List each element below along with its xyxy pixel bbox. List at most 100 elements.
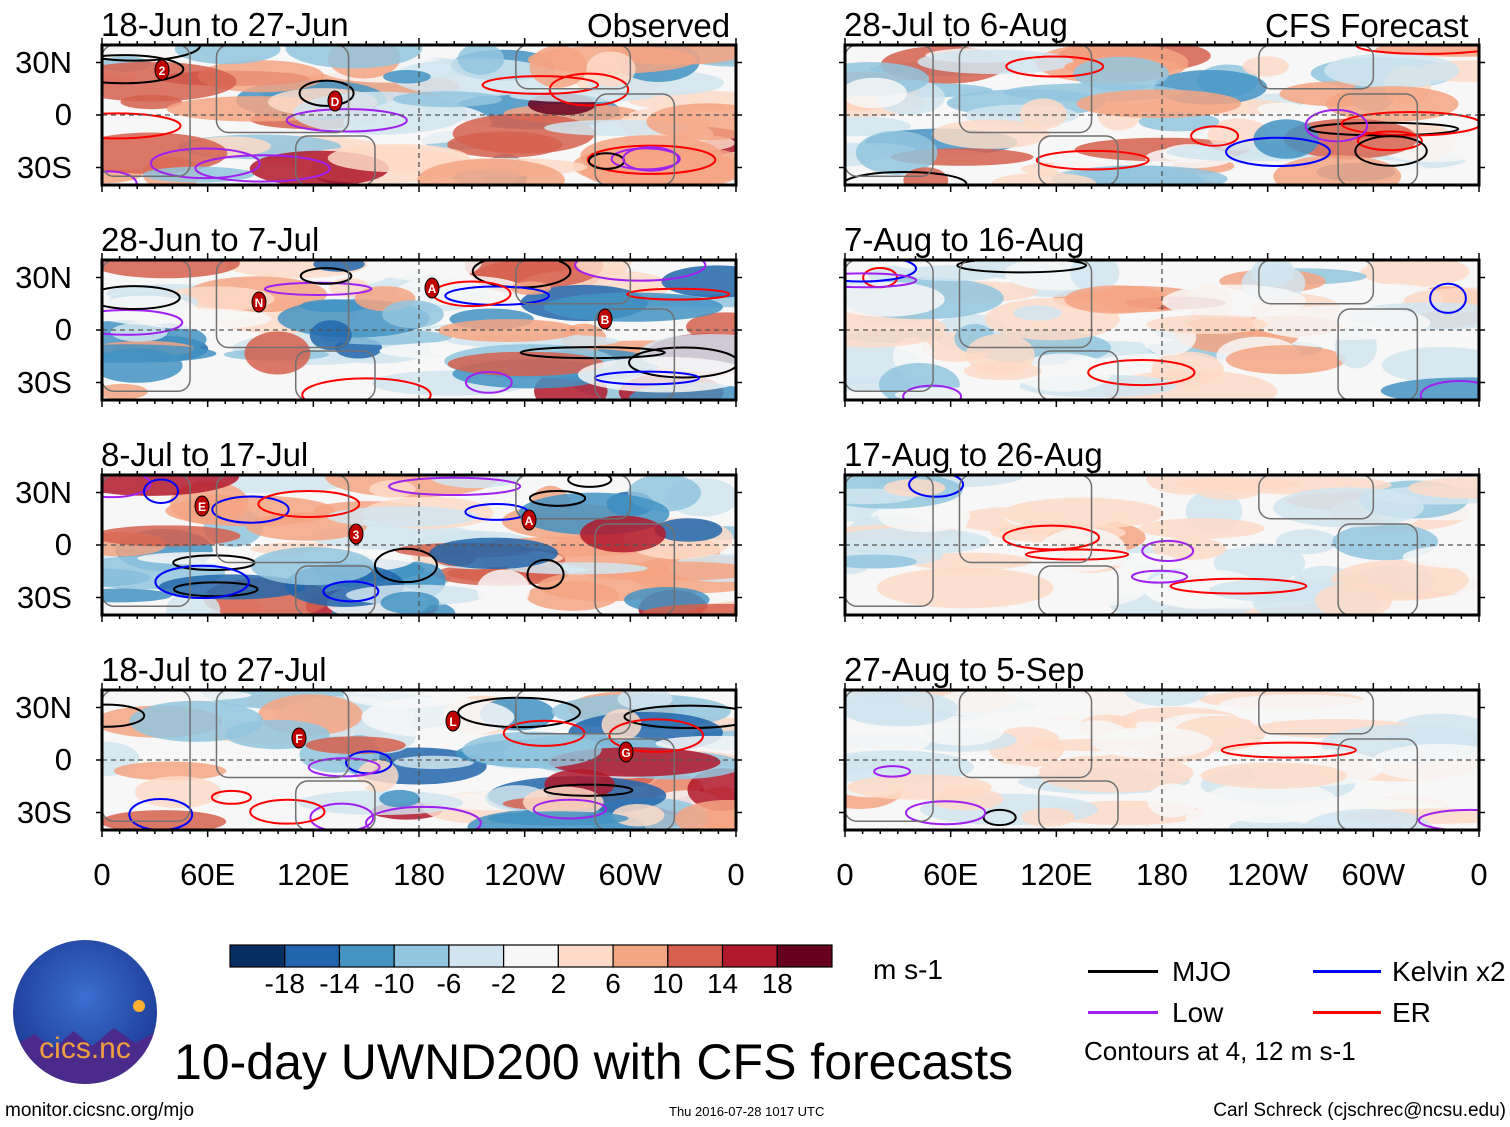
filtered-wind-contour [322, 580, 380, 603]
map-panel: L G F [96, 683, 742, 837]
coastline [594, 93, 676, 185]
tropical-cyclone-label: 2 [159, 64, 166, 78]
coastline [845, 690, 934, 822]
coastline [1337, 738, 1419, 830]
wind-anomaly-shading [1370, 743, 1479, 782]
longitude-label: 60E [180, 857, 236, 892]
tropical-cyclone-marker [251, 291, 267, 313]
wind-anomaly-shading [382, 300, 444, 329]
wind-anomaly-shading [1162, 284, 1306, 319]
panel-title: 7-Aug to 16-Aug [844, 221, 1085, 258]
wind-anomaly-shading [1225, 345, 1346, 375]
filtered-wind-contour [1169, 577, 1308, 595]
filtered-wind-contour [1005, 55, 1105, 78]
filtered-wind-contour [908, 475, 965, 498]
wind-anomaly-shading [102, 475, 240, 496]
wind-anomaly-shading [1201, 780, 1338, 824]
coastline [1258, 475, 1375, 520]
coastline [958, 260, 1093, 349]
latitude-label: 30S [16, 149, 72, 185]
filtered-wind-contour [1024, 548, 1130, 561]
wind-anomaly-shading [379, 789, 421, 808]
colorbar-tick-label: 6 [605, 968, 621, 999]
longitude-label: 0 [836, 857, 854, 892]
filtered-wind-contour [610, 147, 681, 171]
wind-anomaly-shading [883, 479, 946, 497]
wind-anomaly-shading [1013, 305, 1062, 321]
wind-anomaly-shading [1324, 53, 1460, 88]
filtered-wind-contour [307, 757, 381, 778]
longitude-label: 0 [93, 857, 111, 892]
filtered-wind-contour [628, 346, 736, 379]
wind-anomaly-shading [158, 574, 306, 600]
wind-anomaly-shading [1275, 529, 1338, 555]
longitude-label: 120W [484, 857, 566, 892]
wind-anomaly-shading [221, 778, 369, 793]
latitude-label: 30N [15, 259, 72, 295]
wind-anomaly-shading [447, 131, 563, 158]
map-panel [839, 468, 1485, 622]
filtered-wind-contour [845, 272, 918, 289]
coastline [515, 690, 632, 735]
wind-anomaly-shading [1053, 475, 1120, 488]
filtered-wind-contour [257, 490, 361, 518]
filtered-wind-contour [149, 147, 261, 180]
filtered-wind-contour [1130, 569, 1189, 584]
wind-anomaly-shading [1253, 119, 1320, 159]
wind-anomaly-shading [102, 61, 237, 102]
wind-anomaly-shading [285, 45, 423, 69]
wind-anomaly-shading [575, 260, 632, 278]
coastline [102, 260, 191, 392]
wind-anomaly-shading [845, 725, 931, 756]
coastline [102, 475, 191, 607]
legend-er: ER [1392, 997, 1431, 1028]
wind-anomaly-shading [899, 265, 1007, 282]
tropical-cyclone-marker [291, 727, 307, 749]
coastline [1037, 350, 1119, 400]
wind-anomaly-shading [1037, 754, 1194, 793]
wind-anomaly-shading [393, 755, 474, 769]
panel-title: 28-Jul to 6-Aug [844, 6, 1068, 43]
wind-anomaly-shading [392, 58, 559, 97]
wind-anomaly-shading [1087, 552, 1177, 567]
contours-note: Contours at 4, 12 m s-1 [1084, 1036, 1356, 1066]
wind-anomaly-shading [917, 716, 1005, 746]
filtered-wind-contour [982, 808, 1017, 827]
wind-anomaly-shading [326, 506, 479, 528]
coastline [294, 135, 376, 185]
filtered-wind-contour [1354, 135, 1428, 167]
coastline [958, 475, 1093, 564]
wind-anomaly-shading [361, 696, 515, 738]
wind-anomaly-shading [429, 537, 559, 570]
filtered-wind-contour [365, 805, 482, 830]
wind-anomaly-shading [102, 810, 227, 830]
wind-anomaly-shading [917, 49, 1074, 75]
colorbar-units: m s-1 [873, 954, 943, 985]
wind-anomaly-shading [580, 515, 666, 553]
longitude-label: 120E [277, 857, 350, 892]
filtered-wind-contour [1417, 808, 1479, 830]
coastline [102, 45, 191, 177]
coastline [1258, 260, 1375, 305]
wind-anomaly-shading [1021, 807, 1076, 827]
coastline [845, 260, 934, 392]
coastline [845, 475, 934, 607]
wind-anomaly-shading [845, 554, 917, 569]
coastline [845, 45, 934, 177]
footer-url[interactable]: monitor.cicsnc.org/mjo [5, 1100, 195, 1121]
logo-text: cics.nc [39, 1032, 131, 1065]
filtered-wind-contour [956, 260, 1088, 274]
wind-anomaly-shading [1152, 537, 1226, 560]
filtered-wind-contour [1220, 741, 1357, 759]
filtered-wind-contour [210, 789, 253, 805]
tropical-cyclone-marker [445, 710, 461, 732]
coastline [958, 45, 1093, 134]
filtered-wind-contour [526, 558, 565, 590]
wind-anomaly-shading [580, 135, 723, 177]
wind-anomaly-shading [1273, 487, 1424, 528]
filtered-wind-contour [1141, 539, 1195, 562]
tropical-cyclone-marker [327, 90, 343, 112]
longitude-label: 60E [923, 857, 979, 892]
coastline [1337, 308, 1419, 400]
wind-anomaly-shading [612, 803, 665, 827]
